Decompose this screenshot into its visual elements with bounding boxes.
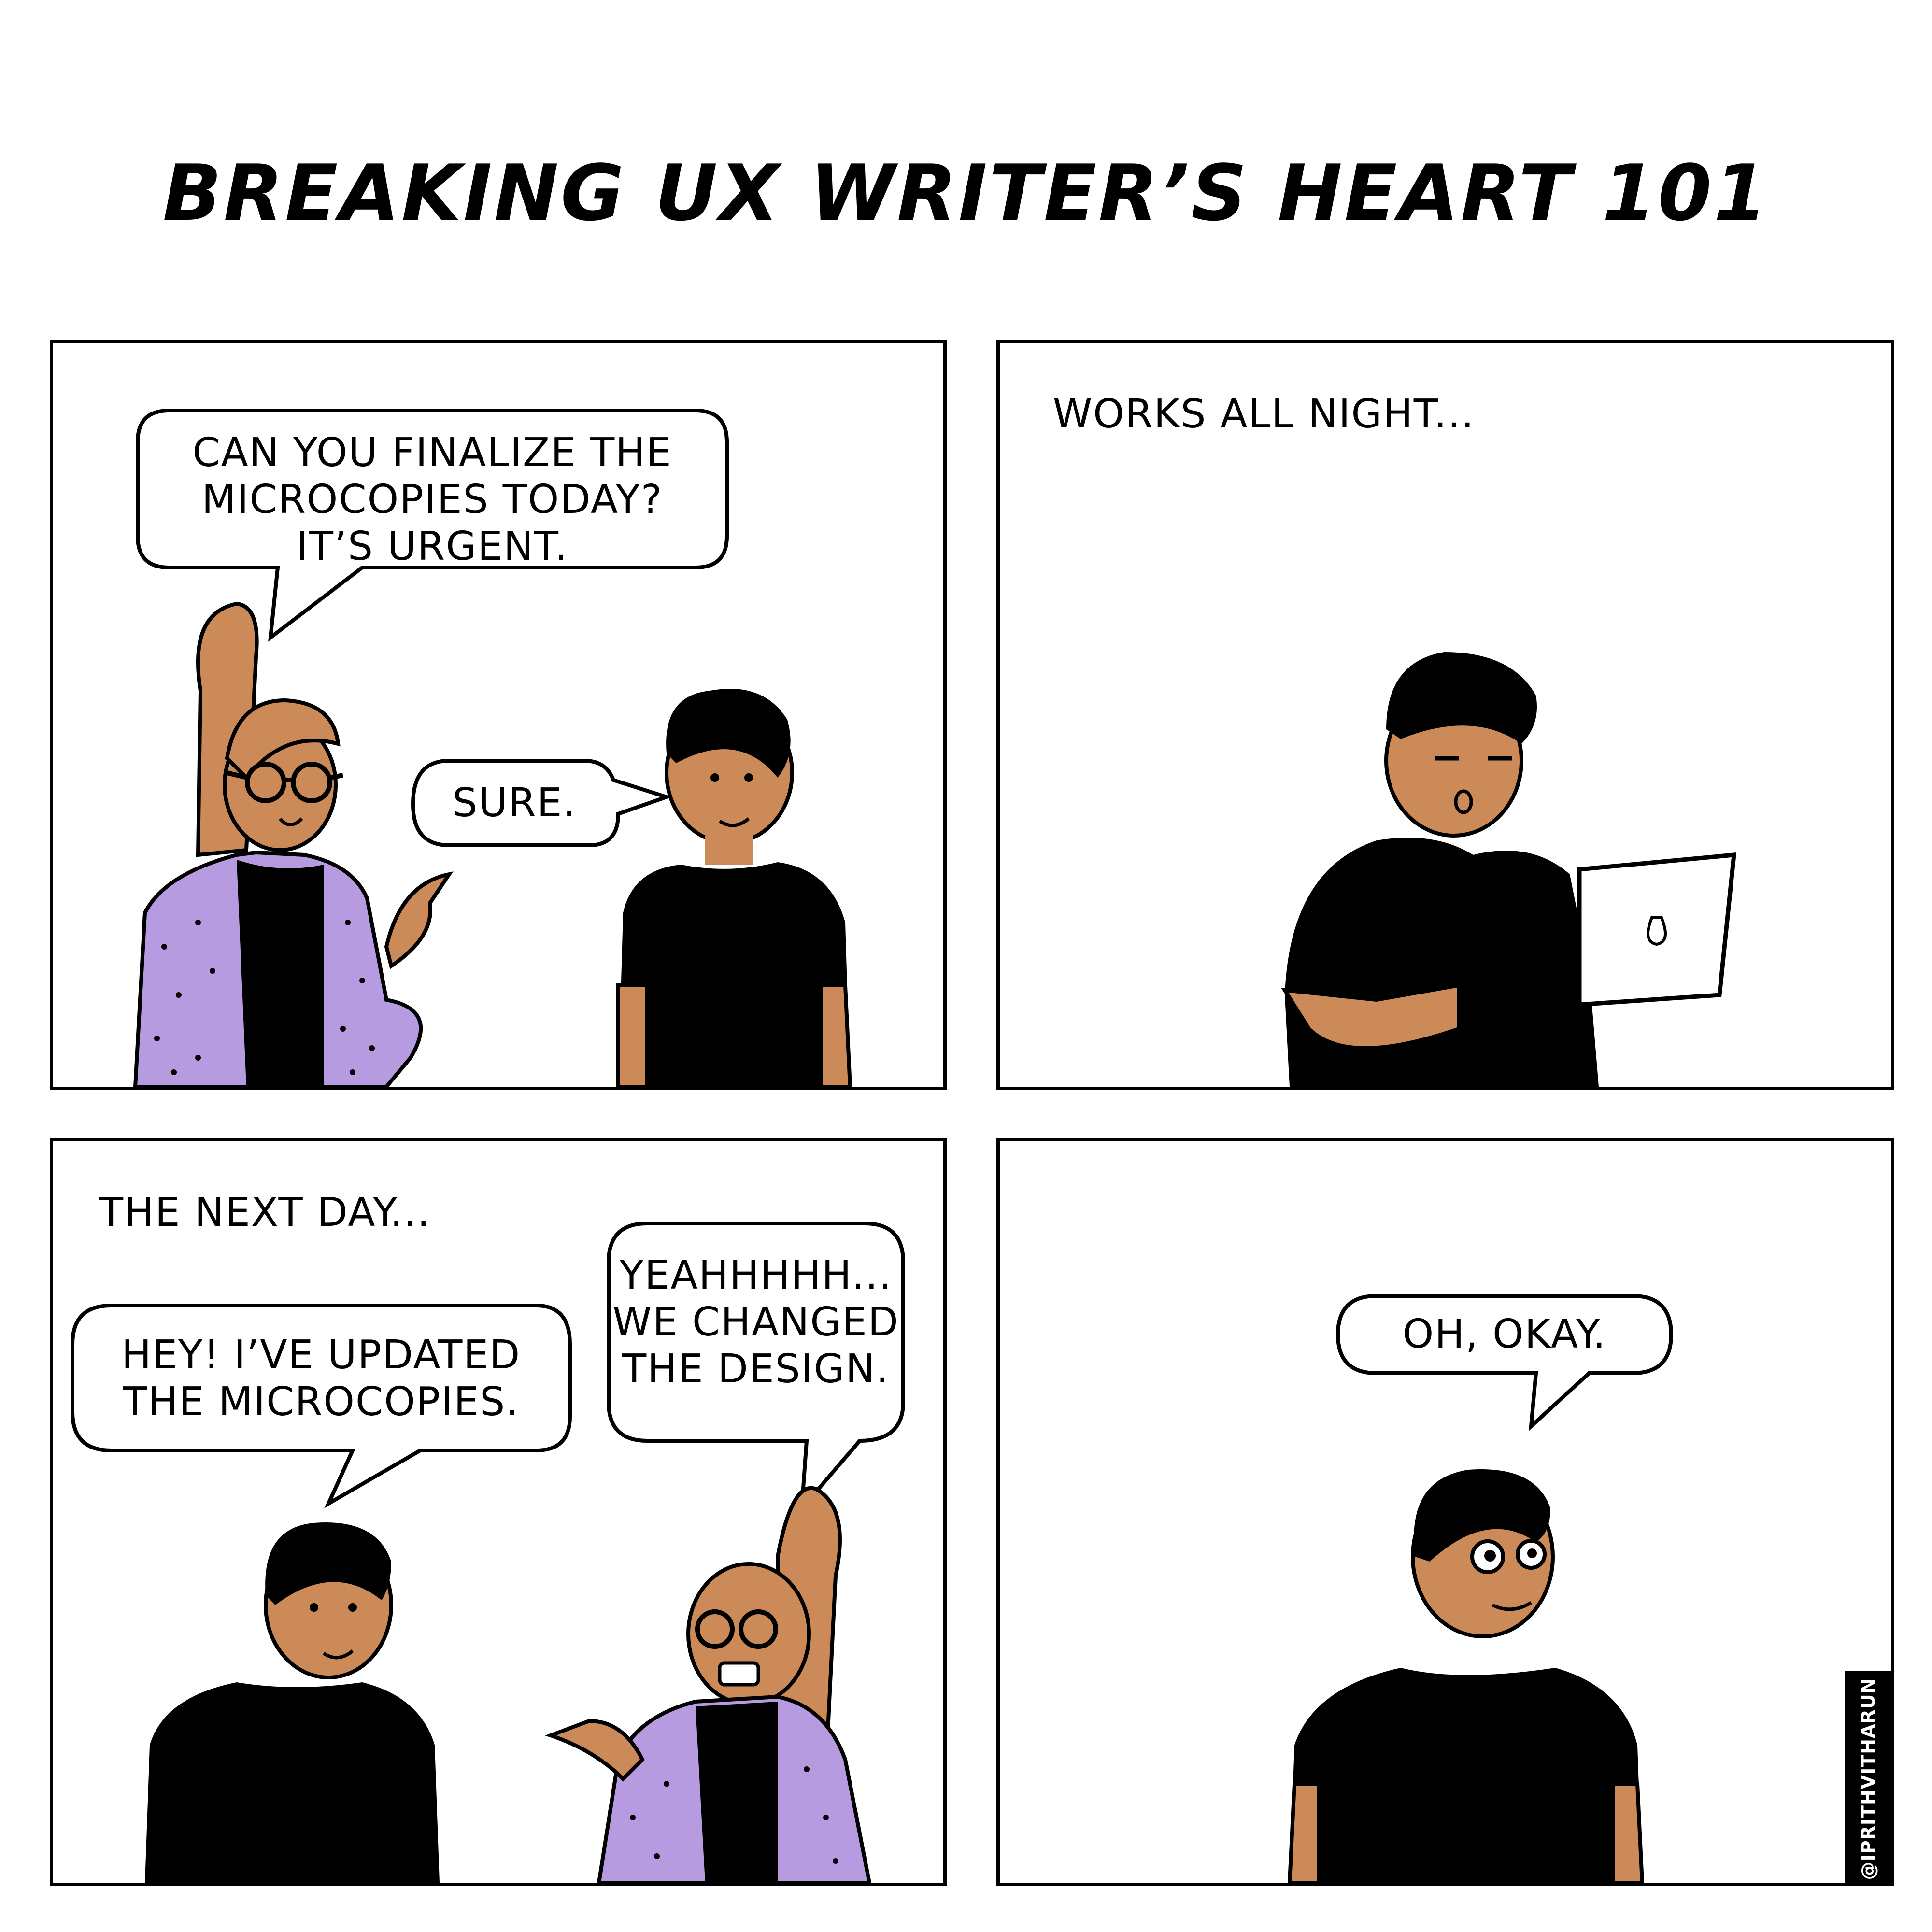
comic-panel-1: CAN YOU FINALIZE THE MICROCOPIES TODAY? … (50, 340, 947, 1090)
man-character (616, 689, 852, 1087)
panel-2-artwork (1281, 652, 1737, 1087)
speech-bubble-text: OH, OKAY. (1402, 1311, 1607, 1357)
comic-panel-2: WORKS ALL NIGHT... (996, 340, 1894, 1090)
artist-credit: @IPRITHVITHARUN (1845, 1671, 1891, 1886)
woman-character (133, 601, 454, 1087)
narration-caption: THE NEXT DAY... (99, 1190, 431, 1236)
speech-bubble (1335, 1294, 1674, 1431)
narration-caption: WORKS ALL NIGHT... (1053, 391, 1475, 437)
woman-character (545, 1486, 872, 1883)
speech-bubble-text: YEAHHHHH... WE CHANGED THE DESIGN. (612, 1252, 899, 1392)
panel-4-artwork (1287, 1294, 1674, 1883)
man-character (1281, 652, 1599, 1087)
comic-panel-4: OH, OKAY. (996, 1138, 1894, 1886)
man-character (145, 1522, 440, 1883)
speech-bubble-text: CAN YOU FINALIZE THE MICROCOPIES TODAY? … (192, 430, 672, 569)
comic-title: BREAKING UX WRITER’S HEART 101 (162, 148, 1770, 238)
artist-credit-text: @IPRITHVITHARUN (1858, 1677, 1879, 1880)
speech-bubble (71, 1304, 572, 1508)
speech-bubble-text: SURE. (452, 780, 577, 826)
laptop (1577, 852, 1737, 1007)
man-character (1287, 1469, 1645, 1883)
panel-3-artwork (71, 1222, 905, 1883)
speech-bubble (136, 409, 729, 642)
comic-panel-3: THE NEXT DAY... HEY! I’VE UPDATED THE MI… (50, 1138, 947, 1886)
panel-1-artwork (133, 409, 852, 1087)
speech-bubble-text: HEY! I’VE UPDATED THE MICROCOPIES. (121, 1332, 521, 1425)
speech-bubble (411, 759, 673, 847)
